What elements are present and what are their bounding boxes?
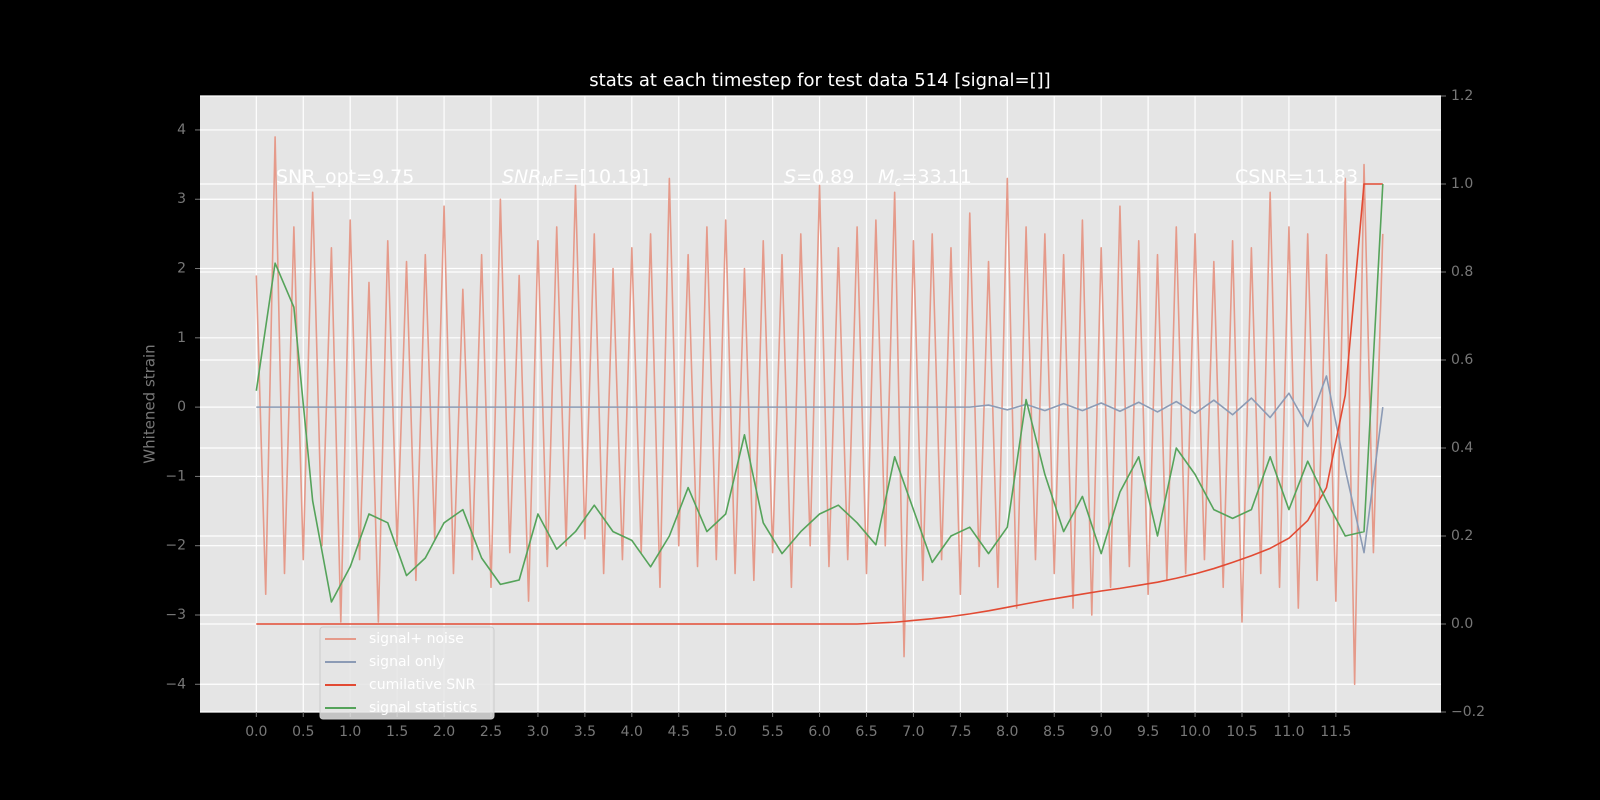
x-tick-label: 8.0 <box>996 724 1018 740</box>
annotation: CSNR=11.83 <box>1235 166 1358 188</box>
y2-tick-label: 1.0 <box>1451 176 1473 192</box>
x-tick-label: 10.5 <box>1226 724 1257 740</box>
x-tick-label: 6.5 <box>855 724 877 740</box>
y2-tick-label: −0.2 <box>1451 704 1485 720</box>
x-tick-label: 10.0 <box>1179 724 1210 740</box>
x-tick-label: 1.0 <box>339 724 361 740</box>
x-tick-label: 8.5 <box>1043 724 1065 740</box>
legend-box <box>319 626 495 720</box>
y-axis-label: Whitened strain <box>141 344 159 463</box>
series-line <box>256 183 1383 625</box>
annotation-sub: c <box>894 175 901 190</box>
x-tick-label: 6.0 <box>808 724 830 740</box>
x-tick-label: 9.0 <box>1090 724 1112 740</box>
y2-tick-label: 0.2 <box>1451 528 1473 544</box>
series-line <box>256 375 1384 554</box>
x-tick-label: 0.0 <box>245 724 267 740</box>
y-tick-label: −3 <box>165 607 186 623</box>
x-tick-label: 1.5 <box>386 724 408 740</box>
x-tick-label: 11.5 <box>1320 724 1351 740</box>
y2-tick-label: 0.6 <box>1451 352 1473 368</box>
y-tick-label: 0 <box>177 399 186 415</box>
x-tick-label: 3.0 <box>527 724 549 740</box>
x-tick-label: 4.0 <box>621 724 643 740</box>
x-tick-label: 9.5 <box>1137 724 1159 740</box>
y2-tick-label: 1.2 <box>1451 88 1473 104</box>
annotation-rest: =33.11 <box>902 166 972 188</box>
x-tick-label: 11.0 <box>1273 724 1304 740</box>
y2-tick-label: 0.8 <box>1451 264 1473 280</box>
annotation: SNR_opt=9.75 <box>276 166 414 188</box>
series-line <box>255 136 1384 686</box>
y-tick-label: 3 <box>177 191 186 207</box>
annotation-rest: =0.89 <box>796 166 854 188</box>
x-tick-label: 7.0 <box>902 724 924 740</box>
x-tick-label: 5.5 <box>761 724 783 740</box>
annotation: S=0.89 <box>784 166 854 188</box>
annotation-sub: M <box>541 175 552 190</box>
legend-label: signal only <box>369 654 444 670</box>
x-tick-label: 3.5 <box>574 724 596 740</box>
annotation-text: SNR_opt=9.75 <box>276 166 414 188</box>
annotation-rest: F=[10.19] <box>553 166 649 188</box>
x-tick-label: 5.0 <box>715 724 737 740</box>
y-tick-label: −1 <box>165 468 186 484</box>
annotation-text: SNR <box>502 166 541 188</box>
y2-tick-label: 0.0 <box>1451 616 1473 632</box>
series-line <box>255 183 1384 603</box>
x-tick-label: 7.5 <box>949 724 971 740</box>
y-tick-label: 2 <box>177 261 186 277</box>
y-tick-label: 4 <box>177 122 186 138</box>
annotation: SNRMF=[10.19] <box>502 166 649 190</box>
chart-title: stats at each timestep for test data 514… <box>589 70 1050 91</box>
y2-tick-label: 0.4 <box>1451 440 1473 456</box>
x-tick-label: 2.0 <box>433 724 455 740</box>
x-tick-label: 2.5 <box>480 724 502 740</box>
annotation-text: CSNR=11.83 <box>1235 166 1358 188</box>
annotation-text: S <box>784 166 796 188</box>
legend-label: signal statistics <box>369 700 477 716</box>
legend-label: signal+ noise <box>369 631 464 647</box>
x-tick-label: 0.5 <box>292 724 314 740</box>
y-tick-label: 1 <box>177 330 186 346</box>
y-tick-label: −2 <box>165 538 186 554</box>
legend-label: cumilative SNR <box>369 677 476 693</box>
legend: signal+ noise signal only cumilative SNR si… <box>319 626 495 720</box>
x-tick-label: 4.5 <box>668 724 690 740</box>
plot-area <box>200 96 1441 712</box>
annotation-text: M <box>878 166 894 188</box>
y-tick-label: −4 <box>165 676 186 692</box>
annotation: Mc=33.11 <box>878 166 972 190</box>
